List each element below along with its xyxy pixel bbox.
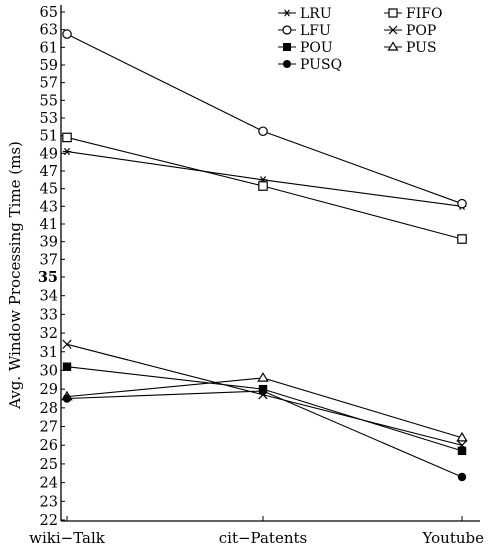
data-point-pop-1 — [62, 339, 72, 349]
y-tick-label: 53 — [40, 111, 58, 127]
data-point-pou-1 — [62, 362, 72, 371]
y-tick-label: 37 — [40, 252, 58, 268]
data-point-pusq-1 — [62, 394, 72, 403]
legend-marker-fifo — [388, 8, 398, 18]
legend-marker-lru — [283, 9, 291, 17]
legend-label-pus: PUS — [406, 40, 437, 56]
data-point-lfu-3 — [457, 198, 467, 209]
y-tick-label: 43 — [40, 199, 58, 215]
data-point-lfu-2 — [258, 126, 268, 137]
y-tick-label: 65 — [40, 5, 58, 21]
y-tick-label: 23 — [40, 494, 58, 510]
legend-item-lfu: LFU — [278, 23, 331, 39]
legend-marker-pus — [387, 41, 399, 51]
series-pusq — [62, 386, 467, 482]
legend-marker-pou — [283, 43, 291, 51]
series-line-lru — [66, 151, 463, 207]
y-axis-label: Avg. Window Processing Time (ms) — [6, 141, 24, 410]
y-tick-label: 32 — [40, 326, 58, 342]
legend-marker-lfu — [282, 25, 292, 35]
legend-item-pou: POU — [278, 40, 333, 56]
y-tick-label: 55 — [40, 93, 58, 109]
series-group — [61, 29, 468, 482]
series-lru — [62, 147, 467, 211]
legend-item-pusq: PUSQ — [278, 57, 342, 73]
legend-label-pusq: PUSQ — [300, 57, 342, 73]
y-tick-label: 61 — [40, 40, 58, 56]
series-fifo — [62, 132, 467, 244]
x-tick-label: Youtube — [422, 529, 485, 547]
y-tick-label: 49 — [40, 146, 58, 162]
data-point-pou-3 — [457, 446, 467, 456]
data-point-fifo-3 — [457, 234, 467, 244]
y-tick-label: 28 — [40, 401, 58, 417]
legend-label-fifo: FIFO — [406, 6, 442, 22]
y-tick-label: 31 — [40, 345, 58, 361]
data-point-fifo-1 — [62, 132, 72, 143]
y-tick-label: 59 — [40, 58, 58, 74]
legend-label-lfu: LFU — [300, 23, 331, 39]
y-tick-label: 27 — [40, 420, 58, 436]
data-point-pusq-3 — [457, 472, 467, 482]
y-tick-label: 30 — [40, 363, 58, 379]
data-point-lfu-1 — [62, 29, 72, 39]
y-tick-label: 47 — [40, 164, 58, 180]
data-point-pus-2 — [257, 372, 269, 382]
y-tick-label: 35 — [38, 269, 58, 286]
legend-item-lru: LRU — [278, 6, 332, 22]
x-tick-label: cit−Patents — [219, 529, 307, 547]
y-tick-label: 26 — [40, 438, 58, 454]
legend-marker-pop — [388, 25, 398, 35]
x-tick-label: wiki−Talk — [29, 529, 106, 547]
data-point-fifo-2 — [258, 181, 268, 191]
y-tick-label: 33 — [40, 307, 58, 323]
y-tick-label: 24 — [40, 476, 58, 492]
axes — [60, 5, 480, 522]
y-tick-label: 25 — [40, 457, 58, 473]
y-tick-label: 34 — [40, 289, 58, 305]
y-tick-label: 51 — [40, 129, 58, 145]
legend-item-pus: PUS — [384, 40, 437, 56]
legend: LRU FIFO LFU POP POU PUS PUSQ — [278, 6, 442, 73]
legend-marker-pusq — [283, 60, 291, 68]
data-point-pus-3 — [456, 431, 468, 442]
legend-label-lru: LRU — [300, 6, 332, 22]
series-line-pusq — [66, 390, 463, 478]
y-tick-label: 22 — [40, 513, 58, 529]
series-lfu — [62, 29, 467, 209]
y-tick-label: 57 — [40, 76, 58, 92]
y-tick-label: 45 — [40, 182, 58, 198]
y-tick-label: 63 — [40, 23, 58, 39]
data-point-lru-1 — [62, 147, 72, 156]
legend-item-fifo: FIFO — [384, 6, 442, 22]
y-tick-label: 39 — [40, 235, 58, 251]
y-tick-label: 29 — [40, 382, 58, 398]
data-point-pusq-2 — [258, 386, 268, 396]
legend-item-pop: POP — [384, 23, 436, 39]
legend-label-pop: POP — [406, 23, 436, 39]
x-axis-ticks: wiki−Talk cit−Patents Youtube — [29, 516, 484, 547]
y-tick-label: 41 — [40, 217, 58, 233]
legend-label-pou: POU — [300, 40, 333, 56]
